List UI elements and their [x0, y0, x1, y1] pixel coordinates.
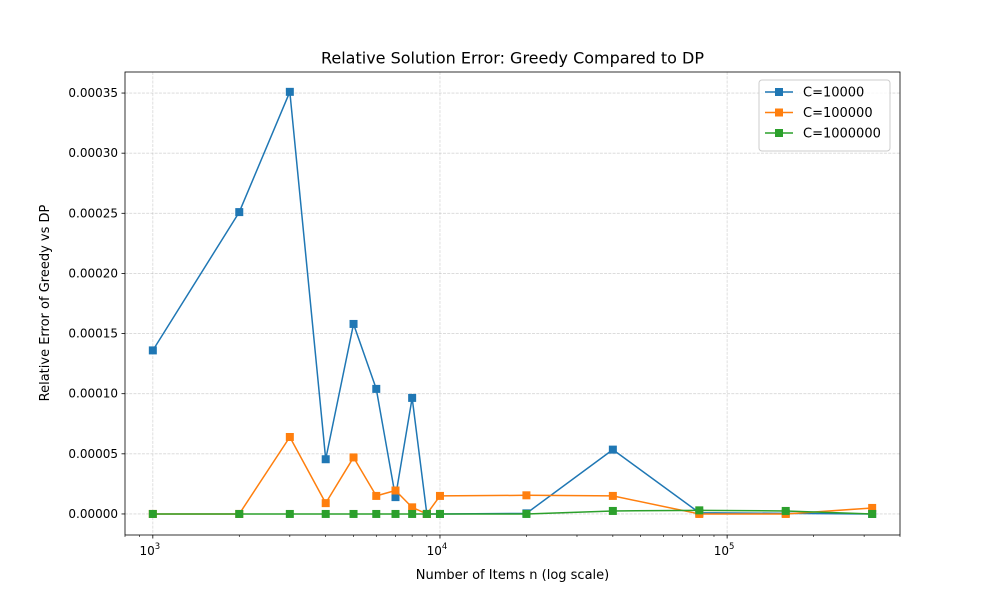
data-point [522, 509, 531, 518]
legend-label: C=1000000 [803, 127, 881, 142]
data-point [372, 509, 381, 518]
y-tick-label: 0.00015 [68, 327, 118, 341]
x-axis-label: Number of Items n (log scale) [416, 568, 609, 583]
data-point [349, 453, 358, 462]
data-point [868, 509, 877, 518]
series-3 [148, 506, 877, 518]
data-point [391, 509, 400, 518]
data-point [349, 509, 358, 518]
legend: C=10000 C=100000 C=1000000 [758, 79, 891, 152]
y-tick-label: 0.00000 [68, 507, 118, 521]
data-point [408, 393, 417, 402]
data-point [285, 432, 294, 441]
y-axis: 0.00000 0.00005 0.00010 0.00015 0.00020 0.000… [68, 86, 125, 521]
data-point [148, 509, 157, 518]
data-point [608, 445, 617, 454]
data-point [321, 455, 330, 464]
data-point [285, 87, 294, 96]
y-tick-label: 0.00020 [68, 266, 118, 280]
plot-area: 0.00000 0.00005 0.00010 0.00015 0.00020 0.000… [68, 71, 901, 558]
data-point [391, 493, 400, 502]
data-point [372, 384, 381, 393]
grid [125, 72, 900, 535]
y-axis-label: Relative Error of Greedy vs DP [38, 204, 53, 401]
data-point [235, 509, 244, 518]
data-point [408, 509, 417, 518]
data-point [608, 506, 617, 515]
legend-swatch-marker [775, 129, 783, 137]
data-point [522, 491, 531, 500]
data-point [235, 208, 244, 217]
legend-swatch-marker [775, 108, 783, 117]
y-tick-label: 0.00005 [68, 447, 118, 461]
data-point [868, 503, 877, 512]
data-point [391, 486, 400, 495]
legend-swatch-marker [775, 88, 783, 96]
data-point [321, 499, 330, 508]
data-point [781, 506, 790, 515]
data-point [372, 491, 381, 500]
data-point [435, 491, 444, 500]
data-point [422, 509, 431, 518]
data-point [349, 319, 358, 328]
y-tick-label: 0.00035 [68, 86, 118, 100]
legend-label: C=10000 [803, 86, 864, 101]
y-tick-label: 0.00030 [68, 146, 118, 160]
data-point [148, 346, 157, 355]
y-tick-label: 0.00010 [68, 387, 118, 401]
data-point [321, 509, 330, 518]
data-point [408, 503, 417, 512]
data-point [608, 491, 617, 500]
data-point [695, 506, 704, 515]
chart-title: Relative Solution Error: Greedy Compared… [321, 49, 704, 68]
y-tick-label: 0.00025 [68, 206, 118, 220]
axes-frame [124, 71, 901, 536]
data-point [435, 509, 444, 518]
legend-label: C=100000 [803, 106, 873, 121]
data-point [285, 509, 294, 518]
